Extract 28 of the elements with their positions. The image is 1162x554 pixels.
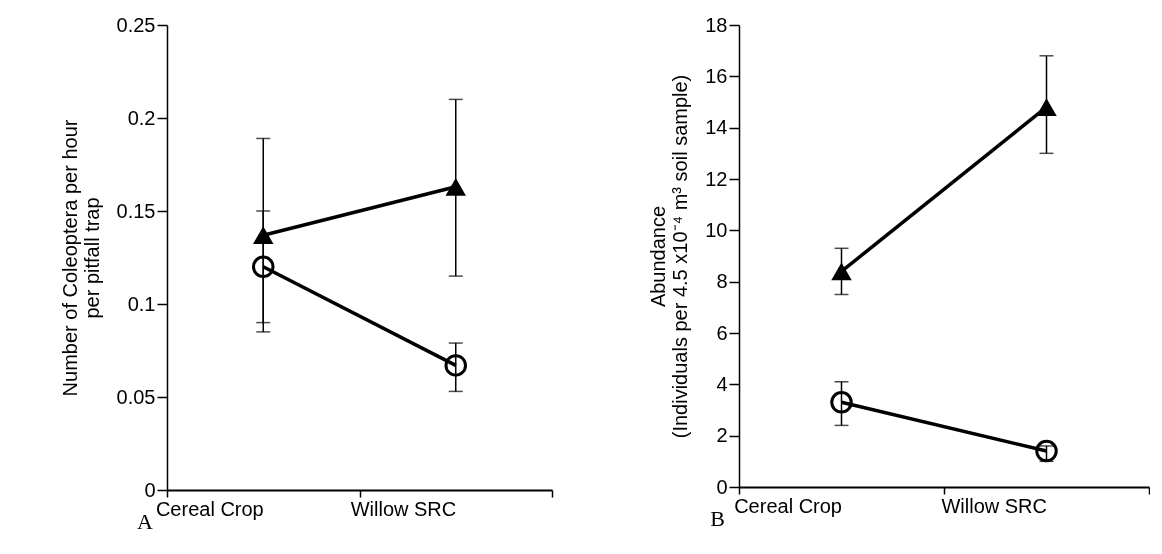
y-tick-label: 16 [705,64,728,87]
point [1035,439,1058,463]
y-tick-label: 0.2 [127,106,156,129]
y-tick-label: 0.15 [116,199,156,222]
y-tick-label: 0 [716,475,728,498]
text: B [710,506,725,531]
y-axis-title: Number of Coleoptera per hour per pitfall trap [58,119,103,397]
x-tick-label: Willow SRC [941,494,1047,517]
y-tick-label: 18 [705,13,728,36]
text: A [137,509,154,534]
y-tick-label: 8 [716,270,728,293]
x-tick-label: Cereal Crop [734,494,842,517]
y-tick-label: 14 [705,116,728,139]
point [830,391,853,414]
y-tick-label: 4 [716,372,728,395]
y-tick-label: 6 [716,321,728,344]
y-tick-label: 0.1 [127,292,156,315]
x-tick-label: Cereal Crop [155,497,264,520]
x-tick-label: Willow SRC [350,497,457,520]
y-tick-label: 2 [716,424,728,447]
y-tick-label: 12 [705,167,728,190]
y-tick-label: 0.25 [116,13,156,36]
point [252,255,275,279]
y-tick-label: 10 [705,218,728,241]
y-tick-label: 0.05 [116,385,156,408]
point [444,354,467,377]
y-axis-title: Abundance (Individuals per 4.5 x10⁻⁴ m³ soil sample) [647,74,692,439]
y-tick-label: 0 [144,478,156,501]
